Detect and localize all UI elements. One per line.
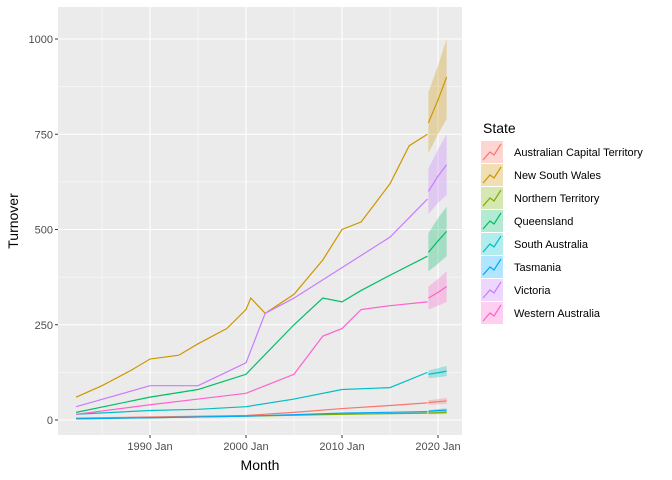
legend-line-icon (482, 304, 502, 322)
x-tick-label: 2020 Jan (415, 441, 460, 453)
forecast-interval-3 (428, 206, 447, 272)
legend-key-5 (481, 256, 503, 278)
legend-item-3: Queensland (481, 210, 573, 232)
legend-label: Queensland (514, 216, 573, 228)
legend-item-6: Victoria (481, 279, 551, 301)
legend-line-icon (482, 143, 502, 161)
forecast-line-3 (427, 231, 448, 253)
legend-key-3 (481, 210, 503, 232)
x-tick-label: 2010 Jan (319, 441, 364, 453)
forecast-interval-1 (428, 39, 447, 154)
forecast-line-7 (428, 286, 447, 299)
forecast-interval-7 (428, 271, 447, 310)
series-line-6 (75, 198, 428, 408)
x-tick-label: 2000 Jan (223, 441, 268, 453)
series-line-7 (76, 301, 428, 415)
series-line-1 (75, 133, 428, 398)
y-axis-title: Turnover (5, 193, 21, 249)
legend-key-2 (481, 187, 503, 209)
forecast-line-5 (428, 409, 447, 412)
legend-label: Victoria (514, 285, 551, 297)
y-tick-label: 0 (47, 415, 53, 427)
legend-item-7: Western Australia (481, 302, 601, 324)
legend-label: Australian Capital Territory (514, 147, 643, 159)
legend-line-icon (482, 235, 502, 253)
y-tick-label: 250 (35, 320, 53, 332)
forecast-line-4 (428, 370, 447, 375)
forecast-line-6 (427, 164, 448, 192)
legend-key-7 (481, 302, 503, 324)
legend-item-0: Australian Capital Territory (481, 141, 643, 163)
legend-label: South Australia (514, 239, 589, 251)
legend-key-0 (481, 141, 503, 163)
legend-item-1: New South Wales (481, 164, 602, 186)
series-line-3 (75, 255, 428, 413)
plot-panel (58, 7, 462, 435)
x-tick-label: 1990 Jan (127, 441, 172, 453)
legend-key-4 (481, 233, 503, 255)
legend-label: Tasmania (514, 262, 562, 274)
forecast-interval-4 (428, 365, 447, 379)
legend-title: State (483, 120, 516, 136)
legend-label: New South Wales (514, 170, 602, 182)
legend-key-1 (481, 164, 503, 186)
legend-line-icon (482, 189, 502, 207)
series-line-4 (76, 371, 428, 415)
legend-key-6 (481, 279, 503, 301)
legend-label: Northern Territory (514, 193, 600, 205)
forecast-line-1 (427, 76, 448, 124)
legend-line-icon (482, 258, 502, 276)
series-line-0 (76, 402, 428, 419)
legend-item-5: Tasmania (481, 256, 562, 278)
y-tick-label: 1000 (29, 34, 53, 46)
y-tick-label: 750 (35, 129, 53, 141)
series-line-5 (76, 411, 428, 420)
legend-line-icon (482, 166, 502, 184)
forecast-interval-6 (428, 134, 447, 215)
forecast-line-2 (428, 411, 447, 414)
legend-item-4: South Australia (481, 233, 589, 255)
legend-item-2: Northern Territory (481, 187, 600, 209)
legend-line-icon (482, 212, 502, 230)
forecast-line-0 (428, 400, 447, 404)
y-tick-label: 500 (35, 225, 53, 237)
legend-label: Western Australia (514, 308, 601, 320)
x-axis-title: Month (241, 457, 280, 473)
legend-line-icon (482, 281, 502, 299)
